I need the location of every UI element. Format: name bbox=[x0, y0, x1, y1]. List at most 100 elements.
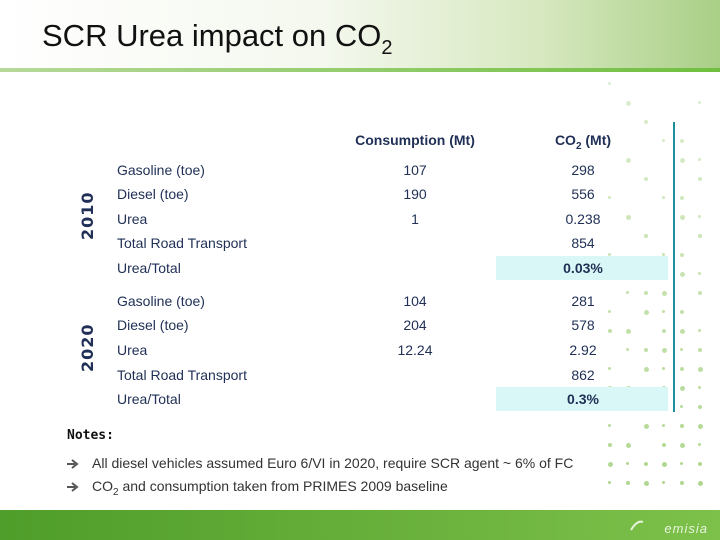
arrow-bullet-icon bbox=[67, 482, 79, 492]
row-label: Urea/Total bbox=[117, 260, 181, 276]
decorative-dot bbox=[680, 272, 685, 277]
decorative-dot bbox=[698, 101, 701, 104]
header-consumption: Consumption (Mt) bbox=[355, 132, 475, 148]
arrow-bullet-icon bbox=[67, 459, 79, 469]
consumption-value: 104 bbox=[403, 293, 427, 309]
decorative-dot bbox=[662, 481, 665, 484]
decorative-dot bbox=[698, 481, 703, 486]
table-right-rule bbox=[673, 122, 675, 412]
decorative-dot bbox=[608, 462, 613, 467]
decorative-dot bbox=[626, 101, 631, 106]
decorative-dot bbox=[680, 196, 684, 200]
decorative-dot bbox=[644, 291, 648, 295]
co2-value-urea-share: 0.3% bbox=[567, 391, 599, 407]
decorative-dot bbox=[644, 424, 649, 429]
decorative-dot bbox=[680, 424, 684, 428]
consumption-value: 1 bbox=[411, 211, 419, 227]
decorative-dot bbox=[626, 291, 629, 294]
header-co2: CO2 (Mt) bbox=[554, 132, 612, 152]
decorative-dot bbox=[644, 462, 648, 466]
decorative-dot bbox=[680, 386, 685, 391]
decorative-dot bbox=[698, 348, 702, 352]
decorative-dot bbox=[698, 367, 703, 372]
decorative-dot bbox=[662, 196, 665, 199]
decorative-dot bbox=[608, 310, 611, 313]
decorative-dot bbox=[698, 405, 702, 409]
decorative-dot bbox=[662, 367, 665, 370]
decorative-dot bbox=[626, 215, 631, 220]
logo-swoosh-icon bbox=[630, 520, 644, 531]
row-label: Urea bbox=[117, 211, 148, 227]
decorative-dot bbox=[680, 253, 684, 257]
co2-value: 854 bbox=[571, 235, 595, 251]
decorative-dot bbox=[608, 443, 612, 447]
decorative-dot bbox=[626, 348, 629, 351]
row-label: Total Road Transport bbox=[117, 235, 247, 251]
decorative-dot bbox=[698, 386, 701, 389]
decorative-dot bbox=[698, 177, 702, 181]
consumption-value: 107 bbox=[403, 162, 427, 178]
decorative-dot bbox=[698, 443, 701, 446]
decorative-dot bbox=[680, 215, 685, 220]
decorative-dot bbox=[608, 481, 611, 484]
decorative-dot bbox=[680, 348, 683, 351]
note-item: CO2 and consumption taken from PRIMES 20… bbox=[92, 478, 448, 498]
decorative-dot bbox=[680, 158, 685, 163]
decorative-dot bbox=[626, 481, 630, 485]
decorative-dot bbox=[698, 158, 701, 161]
decorative-dot bbox=[662, 443, 666, 447]
row-label: Urea bbox=[117, 342, 148, 358]
decorative-dot bbox=[680, 462, 683, 465]
decorative-dot bbox=[644, 367, 649, 372]
decorative-dot bbox=[608, 139, 611, 142]
decorative-dot bbox=[608, 82, 611, 85]
decorative-dot bbox=[626, 158, 631, 163]
co2-value: 0.238 bbox=[565, 211, 601, 227]
urea-total-highlight-2010 bbox=[496, 256, 668, 280]
title-rule bbox=[0, 68, 720, 72]
decorative-dot bbox=[608, 253, 611, 256]
year-label-2010: 2010 bbox=[78, 191, 97, 240]
decorative-dot bbox=[626, 462, 629, 465]
decorative-dot bbox=[644, 177, 648, 181]
decorative-dot bbox=[644, 481, 649, 486]
decorative-dot bbox=[680, 329, 685, 334]
row-label: Total Road Transport bbox=[117, 367, 247, 383]
decorative-dot bbox=[662, 348, 667, 353]
notes-title: Notes: bbox=[67, 428, 114, 443]
decorative-dot bbox=[626, 329, 631, 334]
decorative-dot bbox=[662, 291, 667, 296]
decorative-dot bbox=[698, 234, 702, 238]
decorative-dot bbox=[644, 234, 648, 238]
decorative-dot bbox=[662, 329, 666, 333]
row-label: Gasoline (toe) bbox=[117, 293, 205, 309]
decorative-dot bbox=[644, 310, 649, 315]
decorative-dot bbox=[698, 272, 701, 275]
consumption-value: 12.24 bbox=[397, 342, 433, 358]
co2-value: 578 bbox=[571, 317, 595, 333]
decorative-dot bbox=[644, 120, 648, 124]
decorative-dot bbox=[626, 443, 631, 448]
decorative-dot bbox=[662, 253, 665, 256]
co2-value: 298 bbox=[571, 162, 595, 178]
decorative-dot bbox=[608, 196, 611, 199]
slide-title: SCR Urea impact on CO2 bbox=[42, 18, 393, 59]
decorative-dot bbox=[698, 424, 703, 429]
co2-value: 281 bbox=[571, 293, 595, 309]
decorative-dot bbox=[662, 139, 665, 142]
decorative-dot bbox=[680, 139, 684, 143]
row-label: Diesel (toe) bbox=[117, 317, 189, 333]
co2-value: 2.92 bbox=[569, 342, 597, 358]
decorative-dot bbox=[662, 462, 667, 467]
decorative-dot bbox=[662, 310, 665, 313]
title-band bbox=[0, 0, 720, 72]
co2-value: 556 bbox=[571, 186, 595, 202]
row-label: Diesel (toe) bbox=[117, 186, 189, 202]
decorative-dot bbox=[608, 329, 612, 333]
row-label: Urea/Total bbox=[117, 391, 181, 407]
co2-value-urea-share: 0.03% bbox=[563, 260, 603, 276]
brand-logo: emisia bbox=[664, 521, 708, 536]
note-item: All diesel vehicles assumed Euro 6/VI in… bbox=[92, 455, 574, 471]
urea-total-highlight-2020 bbox=[496, 387, 668, 411]
decorative-dot bbox=[644, 348, 648, 352]
